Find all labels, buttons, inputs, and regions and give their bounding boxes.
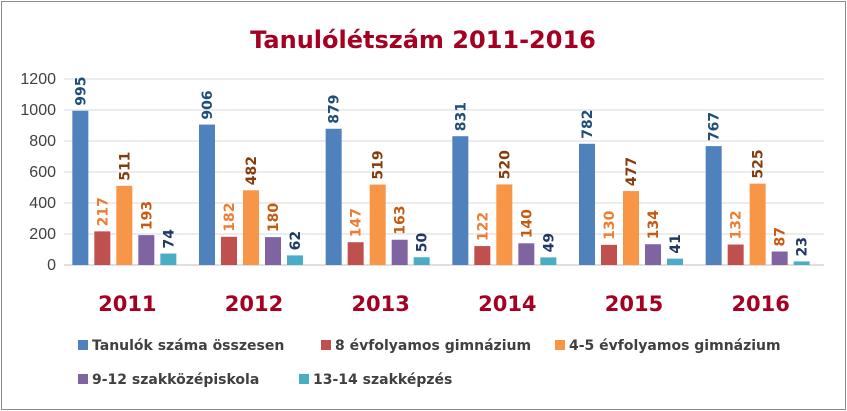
bar (72, 110, 89, 266)
y-tick-label: 1000 (20, 102, 56, 119)
data-label: 134 (646, 210, 662, 239)
bar (705, 146, 722, 265)
data-label: 180 (266, 203, 282, 232)
bar (623, 191, 639, 265)
legend-item: 8 évfolyamos gimnázium (321, 338, 531, 354)
legend-label: Tanulók száma összesen (92, 338, 284, 354)
bar (391, 239, 408, 265)
data-label: 482 (244, 156, 260, 185)
grid-lines (64, 78, 824, 266)
x-category-label: 2016 (731, 292, 789, 316)
y-tick-label: 600 (29, 164, 56, 181)
y-tick-label: 0 (47, 257, 56, 274)
data-label: 140 (519, 209, 535, 238)
data-label: 23 (795, 237, 811, 256)
legend-swatch (299, 374, 309, 384)
bar (116, 185, 133, 265)
bar (347, 242, 364, 265)
bar (325, 128, 342, 265)
data-label: 49 (541, 233, 557, 252)
data-label: 130 (602, 210, 618, 239)
data-label: 767 (707, 112, 723, 141)
data-label: 520 (497, 150, 513, 179)
legend-item: Tanulók száma összesen (78, 338, 284, 354)
data-label: 906 (200, 90, 216, 119)
y-tick-label: 200 (29, 226, 56, 243)
x-category-label: 2011 (98, 292, 156, 316)
legend-item: 9-12 szakközépiskola (78, 372, 259, 388)
y-tick-label: 400 (29, 195, 56, 212)
x-category-label: 2012 (225, 292, 283, 316)
x-category-label: 2013 (351, 292, 409, 316)
bars (72, 110, 810, 266)
data-label: 74 (161, 229, 177, 249)
data-label: 519 (371, 150, 387, 179)
bar (287, 255, 303, 265)
bar (199, 124, 215, 265)
bar (138, 235, 155, 265)
data-label: 831 (453, 102, 469, 131)
data-labels: 995 217 511 193 74 906 182 482 180 62 879 147 519 163… (73, 77, 810, 257)
bar (369, 184, 386, 265)
legend-item: 13-14 szakképzés (299, 372, 452, 388)
bar (413, 257, 430, 265)
legend-item: 4-5 évfolyamos gimnázium (555, 338, 781, 354)
bar (265, 237, 281, 265)
legend-swatch (321, 340, 331, 350)
data-label: 782 (580, 110, 596, 139)
legend-label: 13-14 szakképzés (313, 372, 452, 388)
bar (94, 231, 111, 265)
data-label: 995 (73, 77, 89, 106)
bar (474, 246, 491, 265)
data-label: 879 (327, 95, 343, 124)
legend-label: 8 évfolyamos gimnázium (335, 338, 531, 354)
data-label: 193 (139, 201, 155, 230)
bar (496, 184, 513, 265)
legend-swatch (78, 340, 88, 350)
chart-title: Tanulólétszám 2011-2016 (250, 26, 596, 54)
data-label: 50 (415, 233, 431, 253)
legend-label: 9-12 szakközépiskola (92, 372, 259, 388)
y-tick-label: 800 (29, 133, 56, 150)
y-axis: 0 200 400 600 800 1000 1200 (20, 71, 56, 274)
bar (518, 243, 535, 265)
data-label: 147 (349, 208, 365, 237)
bar (749, 183, 766, 265)
y-tick-label: 1200 (20, 71, 56, 88)
legend-swatch (555, 340, 565, 350)
data-label: 163 (393, 206, 409, 235)
data-label: 41 (668, 234, 684, 253)
bar (645, 244, 661, 265)
x-category-label: 2014 (478, 292, 536, 316)
data-label: 87 (773, 227, 789, 246)
bar (579, 143, 595, 265)
legend-swatch (78, 374, 88, 384)
data-label: 511 (117, 152, 133, 181)
x-category-label: 2015 (605, 292, 663, 316)
bar (221, 236, 237, 265)
bar (601, 244, 617, 265)
data-label: 477 (624, 157, 640, 186)
data-label: 182 (222, 203, 238, 232)
data-label: 525 (751, 149, 767, 178)
bar (243, 190, 259, 265)
bar (667, 258, 683, 265)
data-label: 122 (475, 212, 491, 241)
data-label: 62 (288, 231, 304, 250)
data-label: 132 (729, 210, 745, 239)
bar (540, 257, 557, 265)
bar (771, 251, 788, 265)
x-axis: 2011 2012 2013 2014 2015 2016 (98, 292, 790, 316)
bar (452, 136, 469, 265)
bar (160, 253, 177, 265)
bar (727, 244, 744, 265)
legend-label: 4-5 évfolyamos gimnázium (569, 338, 781, 354)
data-label: 217 (95, 197, 111, 226)
legend: Tanulók száma összesen 8 évfolyamos gimná… (78, 338, 781, 388)
bar (793, 261, 810, 265)
